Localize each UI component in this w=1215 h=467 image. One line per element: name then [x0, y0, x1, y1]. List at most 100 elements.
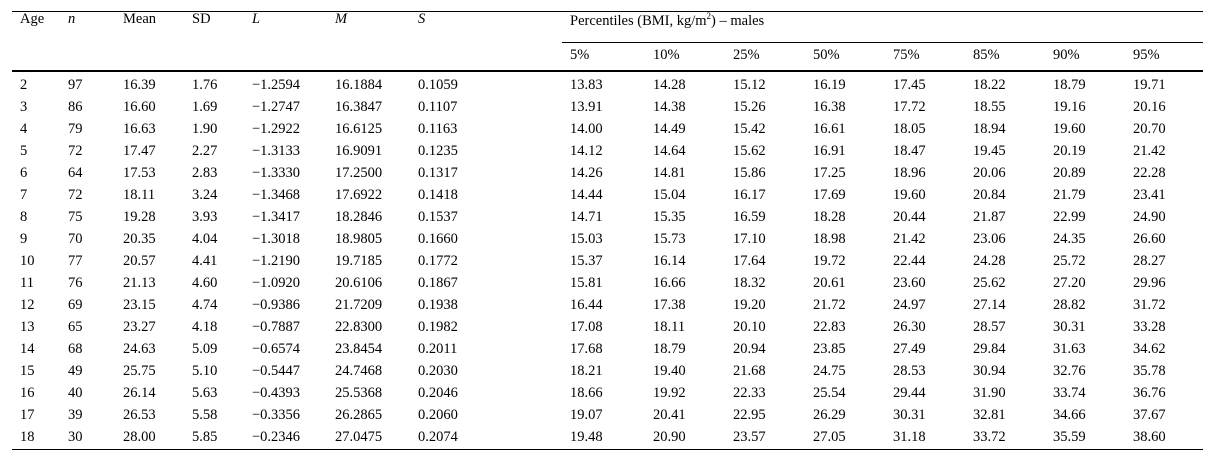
cell-p25: 15.62 [733, 142, 766, 159]
cell-s: 0.1537 [418, 208, 458, 225]
cell-m: 21.7209 [335, 296, 383, 313]
cell-p25: 18.32 [733, 274, 766, 291]
cell-sd: 2.83 [192, 164, 218, 181]
cell-p25: 22.95 [733, 406, 766, 423]
cell-p10: 20.90 [653, 428, 686, 445]
cell-mean: 23.15 [123, 296, 156, 313]
cell-l: −0.7887 [252, 318, 301, 335]
column-header-mean: Mean [115, 11, 184, 72]
cell-age: 18 [20, 428, 35, 445]
cell-p90: 18.79 [1053, 76, 1086, 93]
cell-p50: 18.98 [813, 230, 846, 247]
cell-p85: 20.84 [973, 186, 1006, 203]
cell-p95: 38.60 [1133, 428, 1166, 445]
cell-l: −1.3330 [252, 164, 301, 181]
column-header-p90: 90% [1045, 42, 1125, 72]
cell-p10: 19.40 [653, 362, 686, 379]
cell-mean: 26.53 [123, 406, 156, 423]
cell-p95: 31.72 [1133, 296, 1166, 313]
cell-n: 72 [68, 142, 83, 159]
cell-p50: 27.05 [813, 428, 846, 445]
cell-p85: 32.81 [973, 406, 1006, 423]
cell-s: 0.1772 [418, 252, 458, 269]
table-row: 9 70 20.35 4.04 −1.3018 18.9805 0.1660 15.03 15.… [12, 229, 1203, 251]
cell-mean: 28.00 [123, 428, 156, 445]
cell-l: −1.0920 [252, 274, 301, 291]
cell-p85: 21.87 [973, 208, 1006, 225]
cell-p50: 26.29 [813, 406, 846, 423]
cell-p85: 27.14 [973, 296, 1006, 313]
cell-p50: 16.61 [813, 120, 846, 137]
cell-p5: 13.91 [570, 98, 603, 115]
cell-mean: 16.39 [123, 76, 156, 93]
table-row: 16 40 26.14 5.63 −0.4393 25.5368 0.2046 18.66 19… [12, 383, 1203, 405]
cell-p85: 28.57 [973, 318, 1006, 335]
cell-p10: 15.35 [653, 208, 686, 225]
cell-m: 18.9805 [335, 230, 383, 247]
cell-age: 14 [20, 340, 35, 357]
cell-mean: 26.14 [123, 384, 156, 401]
cell-n: 65 [68, 318, 83, 335]
cell-p90: 19.16 [1053, 98, 1086, 115]
bmi-percentiles-table: Age n Mean SD L M S Percentiles (BMI, kg… [12, 11, 1204, 450]
cell-p90: 28.82 [1053, 296, 1086, 313]
cell-l: −1.2747 [252, 98, 301, 115]
cell-sd: 4.41 [192, 252, 218, 269]
cell-p10: 16.66 [653, 274, 686, 291]
cell-p95: 26.60 [1133, 230, 1166, 247]
cell-mean: 21.13 [123, 274, 156, 291]
cell-m: 22.8300 [335, 318, 383, 335]
cell-p75: 31.18 [893, 428, 926, 445]
cell-p50: 25.54 [813, 384, 846, 401]
cell-p85: 31.90 [973, 384, 1006, 401]
cell-l: −0.5447 [252, 362, 301, 379]
cell-p50: 17.25 [813, 164, 846, 181]
cell-p10: 14.38 [653, 98, 686, 115]
column-header-n: n [60, 11, 115, 72]
cell-p85: 19.45 [973, 142, 1006, 159]
table-row: 2 97 16.39 1.76 −1.2594 16.1884 0.1059 13.83 14.… [12, 71, 1203, 97]
cell-sd: 5.58 [192, 406, 218, 423]
cell-mean: 17.53 [123, 164, 156, 181]
cell-p95: 19.71 [1133, 76, 1166, 93]
table-row: 4 79 16.63 1.90 −1.2922 16.6125 0.1163 14.00 14.… [12, 119, 1203, 141]
cell-s: 0.1938 [418, 296, 458, 313]
cell-p85: 29.84 [973, 340, 1006, 357]
cell-p5: 14.00 [570, 120, 603, 137]
cell-p25: 19.20 [733, 296, 766, 313]
cell-m: 23.8454 [335, 340, 383, 357]
cell-p90: 30.31 [1053, 318, 1086, 335]
column-header-s: S [410, 11, 562, 72]
cell-sd: 1.69 [192, 98, 218, 115]
cell-p75: 19.60 [893, 186, 926, 203]
cell-n: 86 [68, 98, 83, 115]
cell-p75: 18.96 [893, 164, 926, 181]
cell-age: 8 [20, 208, 28, 225]
cell-n: 75 [68, 208, 83, 225]
group-header-suffix: ) – males [711, 12, 765, 29]
table-row: 8 75 19.28 3.93 −1.3417 18.2846 0.1537 14.71 15.… [12, 207, 1203, 229]
table-row: 7 72 18.11 3.24 −1.3468 17.6922 0.1418 14.44 15.… [12, 185, 1203, 207]
cell-p50: 23.85 [813, 340, 846, 357]
cell-p90: 20.89 [1053, 164, 1086, 181]
cell-n: 39 [68, 406, 83, 423]
group-header-percentiles: Percentiles (BMI, kg/m2) – males [562, 11, 1204, 43]
cell-n: 30 [68, 428, 83, 445]
cell-p5: 15.37 [570, 252, 603, 269]
cell-age: 13 [20, 318, 35, 335]
cell-p5: 15.03 [570, 230, 603, 247]
cell-age: 16 [20, 384, 35, 401]
cell-p10: 20.41 [653, 406, 686, 423]
cell-p25: 21.68 [733, 362, 766, 379]
cell-p90: 19.60 [1053, 120, 1086, 137]
cell-p85: 24.28 [973, 252, 1006, 269]
cell-age: 3 [20, 98, 28, 115]
cell-p5: 13.83 [570, 76, 603, 93]
cell-p95: 22.28 [1133, 164, 1166, 181]
cell-p90: 35.59 [1053, 428, 1086, 445]
cell-p75: 23.60 [893, 274, 926, 291]
header-row-2: 5% 10% 25% 50% 75% 85% 90% 95% [12, 42, 1204, 72]
cell-p75: 28.53 [893, 362, 926, 379]
cell-l: −1.3133 [252, 142, 301, 159]
